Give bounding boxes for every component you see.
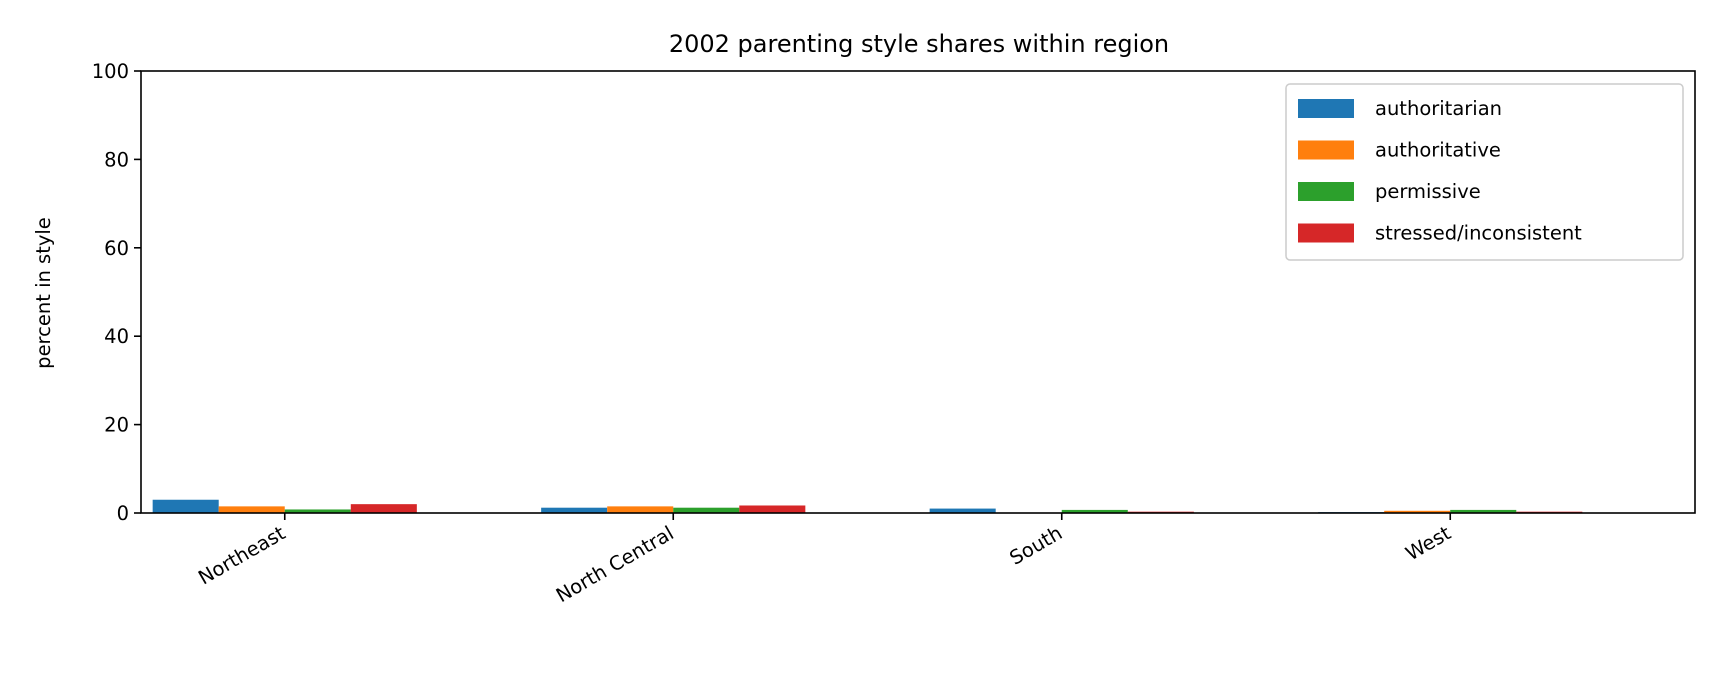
chart-title: 2002 parenting style shares within regio… <box>669 30 1169 58</box>
y-tick-label: 40 <box>104 325 129 348</box>
y-tick-label: 20 <box>104 414 129 437</box>
legend-box <box>1285 83 1684 261</box>
legend-swatch <box>1298 99 1354 118</box>
x-tick-label: West <box>1402 521 1455 565</box>
x-tick-label: North Central <box>552 521 678 607</box>
bar-permissive-west <box>1450 509 1517 513</box>
y-tick-label: 80 <box>104 148 129 171</box>
y-tick-label: 100 <box>92 60 129 83</box>
bar-permissive-north-central <box>673 507 740 513</box>
y-tick-label: 60 <box>104 237 129 260</box>
legend-swatch <box>1298 140 1354 160</box>
legend-label: permissive <box>1375 180 1481 203</box>
bar-authoritative-west <box>1384 510 1451 513</box>
y-axis-label: percent in style <box>32 217 55 369</box>
legend-label: authoritative <box>1375 139 1501 162</box>
bar-authoritarian-north-central <box>541 507 608 513</box>
legend-label: authoritarian <box>1375 97 1502 120</box>
bar-permissive-northeast <box>284 509 351 513</box>
bar-authoritative-northeast <box>218 506 285 513</box>
y-tick-label: 0 <box>117 502 129 525</box>
legend-swatch <box>1298 223 1354 243</box>
legend-label: stressed/inconsistent <box>1375 222 1582 245</box>
legend-swatch <box>1298 182 1354 201</box>
bar-authoritarian-northeast <box>152 499 219 513</box>
plot-frame <box>140 70 1696 514</box>
bar-authoritarian-south <box>929 508 996 513</box>
bar-stressed-inconsistent-north-central <box>739 505 806 513</box>
legend: authoritarian authoritative permissive stre… <box>1285 83 1684 261</box>
bar-permissive-south <box>1061 509 1128 513</box>
x-tick-label: Northeast <box>194 521 289 589</box>
bar-authoritative-north-central <box>607 506 674 513</box>
bars-layer <box>152 499 1583 513</box>
bar-stressed-inconsistent-northeast <box>350 504 417 513</box>
x-tick-label: South <box>1006 521 1067 569</box>
